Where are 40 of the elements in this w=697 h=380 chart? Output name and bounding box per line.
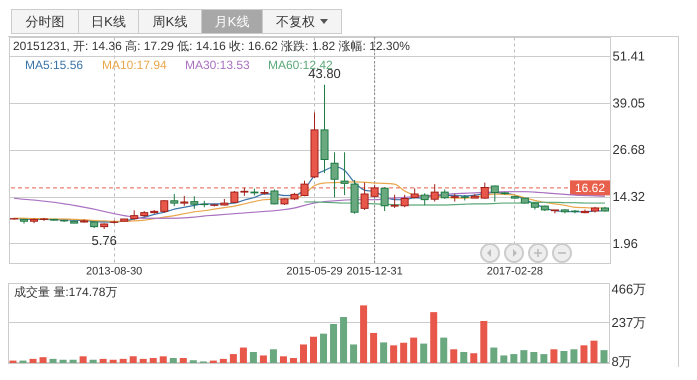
x-tick-label: 2015-12-31 <box>346 266 403 278</box>
candlestick <box>340 152 349 196</box>
x-tick-label: 2017-02-28 <box>486 266 543 278</box>
candlestick <box>270 188 278 206</box>
candlestick <box>490 184 499 202</box>
text: MA30:13.53 <box>185 58 250 72</box>
y-tick-label: 26.68 <box>612 142 646 158</box>
text: 周K线 <box>152 12 188 30</box>
candlestick <box>440 188 449 200</box>
candlestick <box>380 186 389 212</box>
text: MA5:15.56 <box>25 58 84 72</box>
y-tick-label: 1.96 <box>612 236 638 251</box>
y-tick-label: 39.05 <box>612 95 646 110</box>
candlestick <box>400 194 409 208</box>
chart-title: 成交量 量:174.78万 <box>14 285 118 299</box>
x-tick-label: 2015-05-29 <box>286 266 343 278</box>
y-tick-label: 51.41 <box>612 48 646 64</box>
candlestick <box>330 152 339 198</box>
candlestick <box>390 194 399 209</box>
candlestick <box>420 192 429 206</box>
candlestick <box>190 196 198 210</box>
text: 分时图 <box>26 12 64 30</box>
annotation: 5.76 <box>92 233 117 248</box>
y-tick-label: 466万 <box>612 282 646 296</box>
text: 不复权 <box>276 12 315 30</box>
ref-line-label: 16.62 <box>574 180 606 195</box>
candlestick <box>230 190 238 204</box>
candlestick <box>130 210 138 220</box>
y-tick-label: 14.32 <box>612 189 646 204</box>
text: 月K线 <box>214 12 250 30</box>
text: 日K线 <box>91 12 126 30</box>
candlestick <box>170 193 178 207</box>
y-tick-label: 8万 <box>612 354 632 370</box>
annotation: 20151231, 开: 14.36 高: 17.29 低: 14.16 收: 16.62 涨跌: 1.82 涨幅: 12.30% <box>13 39 410 53</box>
x-tick-label: 2013-08-30 <box>86 266 142 278</box>
candlestick <box>410 188 419 200</box>
candlestick <box>160 200 168 214</box>
candlestick <box>180 195 188 206</box>
text: MA10:17.94 <box>102 58 168 72</box>
y-tick-label: 237万 <box>612 314 646 330</box>
